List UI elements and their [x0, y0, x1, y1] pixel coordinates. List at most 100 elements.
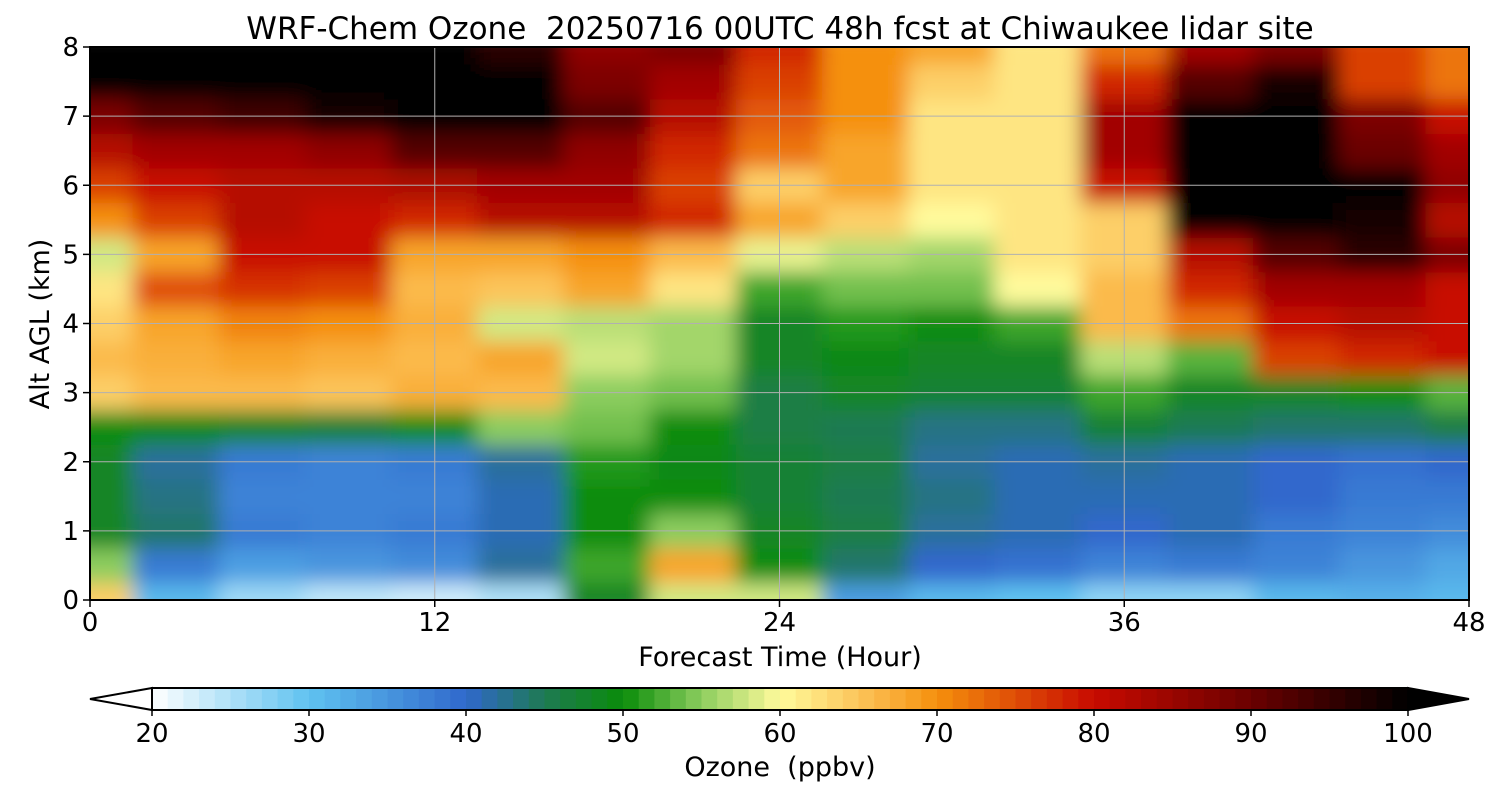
y-tick-label: 1 — [62, 517, 79, 547]
heatmap-cell — [1425, 340, 1469, 376]
heatmap-cell — [649, 478, 737, 515]
colorbar-bin — [1172, 688, 1189, 710]
heatmap-cell — [1339, 63, 1427, 100]
heatmap-cell — [1339, 547, 1427, 584]
heatmap-cell — [908, 478, 996, 515]
colorbar-bin — [607, 688, 624, 710]
colorbar-bin — [1109, 688, 1126, 710]
heatmap-cell — [822, 409, 910, 445]
heatmap-cell — [304, 582, 393, 600]
heatmap-cell — [1166, 547, 1255, 584]
heatmap-cell — [477, 271, 565, 307]
heatmap-cell — [908, 582, 996, 600]
heatmap-cell — [563, 132, 651, 169]
heatmap-cell — [477, 582, 565, 600]
colorbar-tick-label: 100 — [1383, 719, 1433, 749]
heatmap-cell — [1425, 547, 1469, 584]
colorbar-bin — [481, 688, 498, 710]
colorbar-bin — [937, 688, 954, 710]
heatmap-cell — [1339, 202, 1427, 238]
heatmap-cell — [90, 478, 134, 515]
heatmap-cell — [908, 409, 996, 445]
colorbar-ticks: 20 30 40 50 60 70 80 90 100 — [135, 710, 1433, 749]
colorbar-bin — [1078, 688, 1095, 710]
colorbar-bin — [748, 688, 765, 710]
colorbar-bin — [466, 688, 483, 710]
heatmap-cell — [649, 47, 737, 65]
heatmap-cell — [649, 547, 737, 584]
colorbar-bin — [670, 688, 687, 710]
heatmap-cell — [132, 271, 220, 307]
colorbar-bin — [1015, 688, 1032, 710]
colorbar-bin — [1156, 688, 1174, 710]
x-axis-label: Forecast Time (Hour) — [638, 642, 922, 673]
heatmap-cell — [908, 132, 996, 169]
heatmap-cell — [994, 582, 1082, 600]
heatmap-cell — [477, 547, 565, 584]
heatmap-cell — [994, 409, 1082, 445]
y-axis: 0 1 2 3 4 5 6 7 8 — [62, 33, 90, 616]
heatmap-cell — [1166, 478, 1255, 515]
colorbar-bin — [591, 688, 608, 710]
colorbar-bin — [1235, 688, 1252, 710]
heatmap-cell — [477, 202, 565, 238]
heatmap-cell — [1339, 409, 1427, 445]
chart-title: WRF-Chem Ozone 20250716 00UTC 48h fcst a… — [246, 11, 1313, 47]
heatmap-cell — [822, 271, 910, 307]
colorbar-bin — [560, 688, 577, 710]
heatmap-cell — [994, 340, 1082, 376]
colorbar-bin — [874, 688, 891, 710]
heatmap-cell — [649, 132, 737, 169]
x-tick-label: 48 — [1452, 608, 1485, 638]
colorbar-bin — [293, 688, 310, 710]
heatmap-cell — [563, 478, 651, 515]
colorbar-bin — [183, 688, 200, 710]
colorbar-bin — [780, 688, 797, 710]
colorbar-bin — [277, 688, 294, 710]
colorbar-tick-label: 70 — [920, 719, 953, 749]
heatmap-cell — [1253, 132, 1341, 169]
colorbar-tick-label: 80 — [1077, 719, 1110, 749]
heatmap-cell — [1253, 582, 1341, 600]
y-tick-label: 8 — [62, 33, 79, 63]
heatmap-cell — [822, 478, 910, 515]
heatmap-cell — [90, 47, 134, 65]
heatmap-cell — [563, 47, 651, 65]
heatmap-cell — [1166, 132, 1255, 169]
heatmap-cell — [304, 547, 393, 584]
colorbar-bin — [434, 688, 451, 710]
colorbar-bin — [324, 688, 341, 710]
x-tick-label: 36 — [1108, 608, 1141, 638]
heatmap-cell — [304, 47, 393, 65]
heatmap-cell — [1339, 47, 1427, 65]
colorbar-bin — [1125, 688, 1142, 710]
heatmap-cell — [132, 63, 220, 100]
colorbar-bin — [795, 688, 812, 710]
heatmap-cell — [563, 547, 651, 584]
colorbar-bin — [999, 688, 1017, 710]
colorbar-bin — [1282, 688, 1299, 710]
colorbar-bin — [638, 688, 655, 710]
colorbar-bin — [152, 688, 169, 710]
heatmap-cell — [304, 340, 393, 376]
y-tick-label: 5 — [62, 240, 79, 270]
colorbar-bin — [827, 688, 844, 710]
heatmap-cell — [994, 132, 1082, 169]
x-tick-label: 12 — [418, 608, 451, 638]
heatmap-cell — [1425, 271, 1469, 307]
colorbar-bin — [858, 688, 875, 710]
colorbar-bin — [1046, 688, 1064, 710]
y-axis-label: Alt AGL (km) — [25, 239, 56, 410]
heatmap-cell — [218, 202, 306, 238]
heatmap-cell — [649, 271, 737, 307]
colorbar-tick-label: 40 — [449, 719, 482, 749]
colorbar-bin — [905, 688, 922, 710]
heatmap-cell — [1425, 409, 1469, 445]
x-axis: 0 12 24 36 48 — [82, 600, 1486, 638]
heatmap-cell — [649, 202, 737, 238]
heatmap-cell — [218, 340, 306, 376]
heatmap-cell — [132, 547, 220, 584]
colorbar-bin — [968, 688, 985, 710]
heatmap-cell — [1166, 63, 1255, 100]
heatmap-cell — [649, 409, 737, 445]
